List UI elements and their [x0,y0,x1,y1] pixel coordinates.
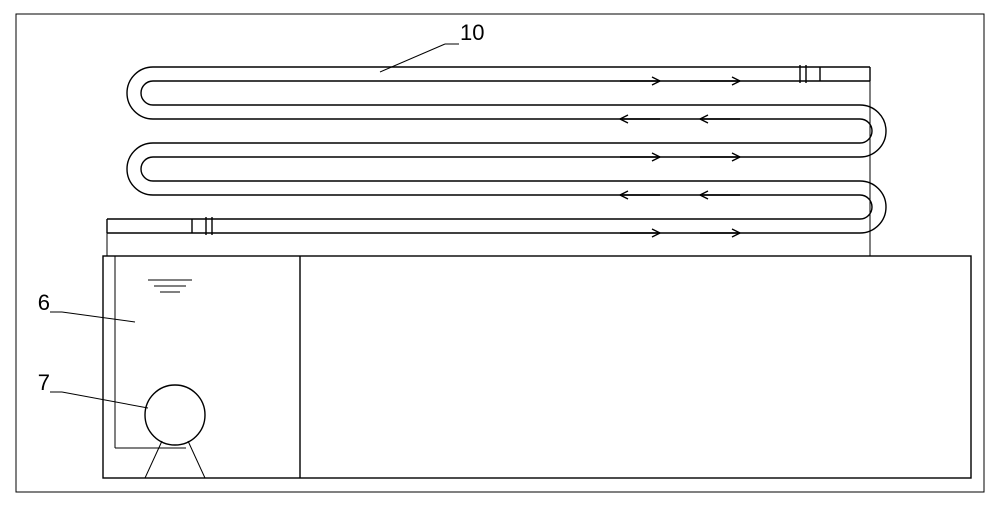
tank [103,256,971,478]
label-6-text: 6 [38,290,50,315]
pipe-bend-inner [141,157,153,181]
pipe-bend-outer [127,143,153,195]
pipe-bend-outer [860,105,886,157]
label-10-text: 10 [460,20,484,45]
pump-leg [145,441,162,478]
label-6-leader [62,312,135,322]
pump [145,385,205,445]
outer-frame [16,14,984,492]
label-7-text: 7 [38,370,50,395]
pipe-bend-outer [127,67,153,119]
pipe-bend-inner [141,81,153,105]
label-7-leader [62,392,148,408]
pump-leg [188,441,205,478]
pipe-bend-outer [860,181,886,233]
label-10-leader [380,44,445,72]
